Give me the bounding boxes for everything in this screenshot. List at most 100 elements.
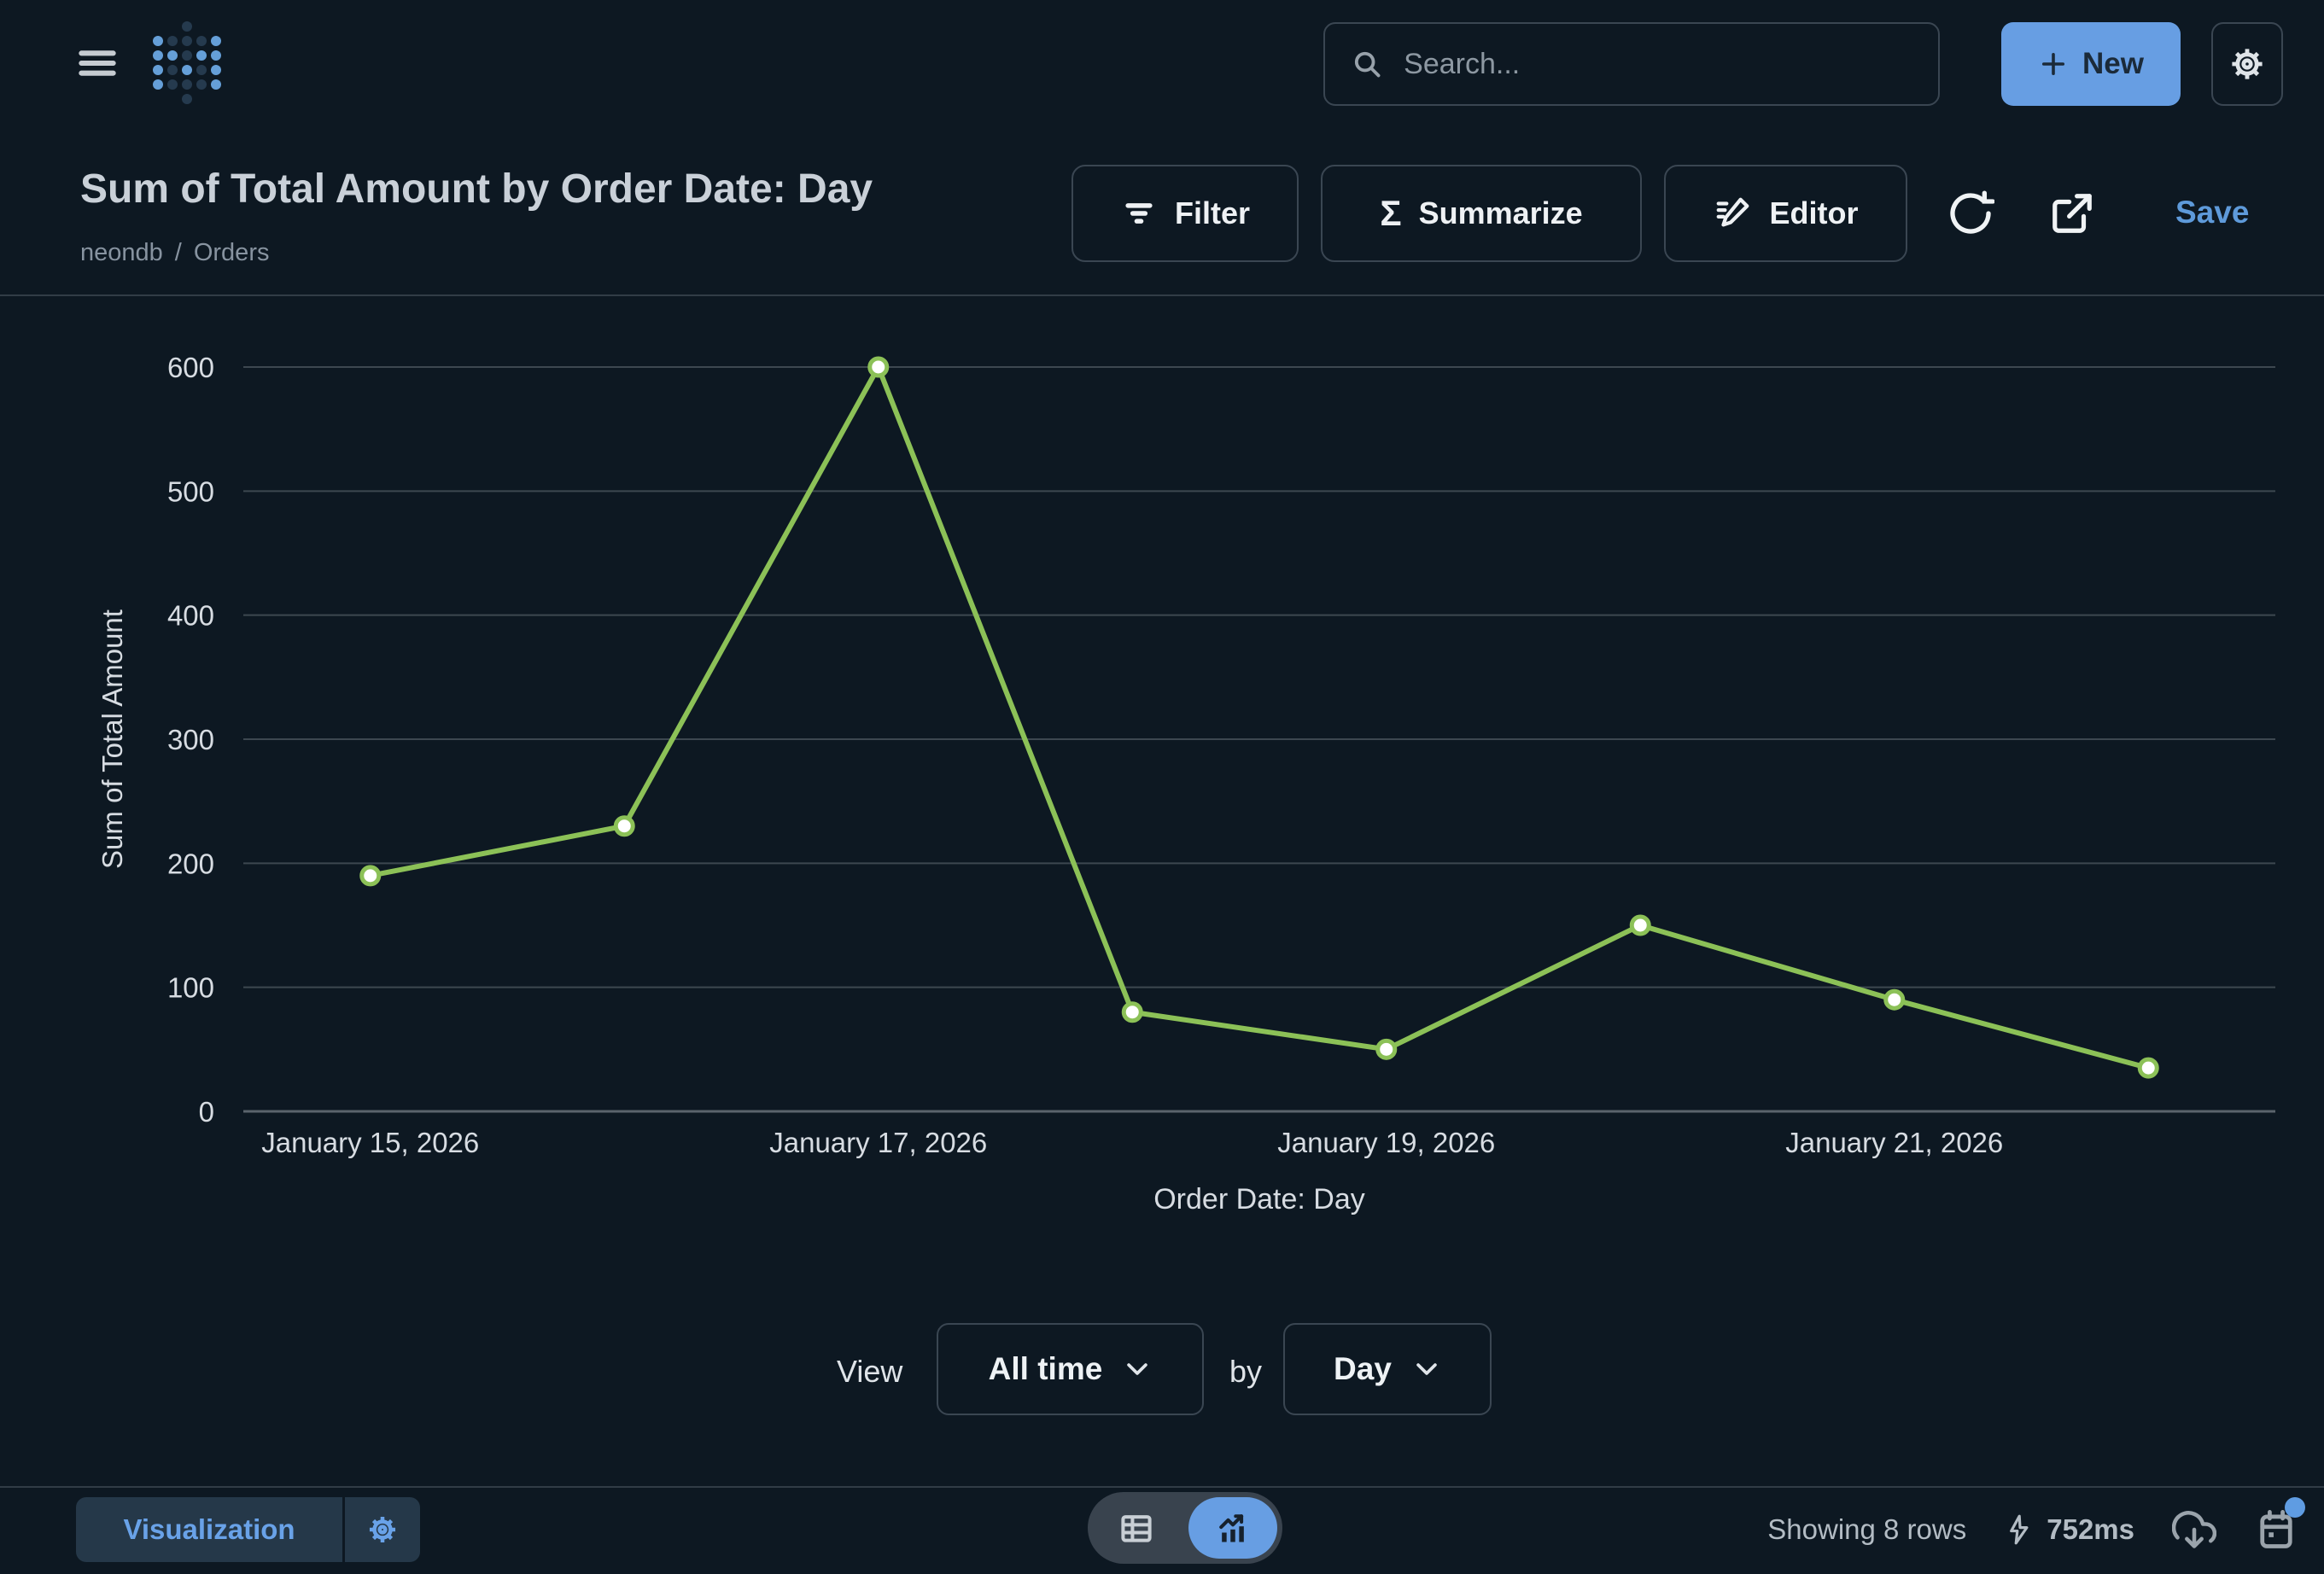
- table-view-toggle-button[interactable]: [1088, 1492, 1185, 1564]
- chart-icon: [1219, 1514, 1244, 1542]
- new-button-label: New: [2082, 47, 2144, 80]
- logo-dot: [210, 64, 221, 75]
- page-title[interactable]: Sum of Total Amount by Order Date: Day: [80, 166, 873, 212]
- summarize-button[interactable]: Σ Summarize: [1321, 165, 1642, 262]
- visualization-button-label: Visualization: [123, 1513, 295, 1545]
- x-tick-label: January 21, 2026: [1785, 1127, 2003, 1158]
- search-input[interactable]: [1402, 46, 1912, 82]
- chevron-down-icon: [1127, 1363, 1148, 1375]
- summarize-button-label: Summarize: [1418, 195, 1583, 230]
- editor-button-label: Editor: [1769, 195, 1859, 230]
- data-point[interactable]: [613, 815, 635, 837]
- x-tick-label: January 15, 2026: [261, 1127, 479, 1158]
- refresh-button[interactable]: [1947, 189, 1994, 237]
- logo-dot: [167, 21, 178, 32]
- y-tick-label: 600: [167, 352, 214, 383]
- logo-dot: [181, 79, 192, 90]
- share-button[interactable]: [2049, 189, 2097, 237]
- chevron-down-icon: [1416, 1363, 1437, 1375]
- breadcrumb-separator: /: [174, 239, 182, 266]
- date-range-dropdown[interactable]: All time: [937, 1323, 1204, 1415]
- granularity-dropdown[interactable]: Day: [1283, 1323, 1492, 1415]
- cloud-download-icon: [2172, 1511, 2216, 1548]
- logo-dot: [210, 50, 221, 61]
- breadcrumb-table[interactable]: Orders: [193, 239, 270, 266]
- chart-view-toggle-button[interactable]: [1188, 1497, 1277, 1559]
- query-time-text: 752ms: [2047, 1513, 2134, 1545]
- y-tick-label: 500: [167, 475, 214, 507]
- metabase-logo[interactable]: [150, 19, 223, 106]
- data-point[interactable]: [1883, 988, 1906, 1011]
- new-button[interactable]: New: [2001, 22, 2181, 106]
- logo-dot: [181, 93, 192, 104]
- logo-dot: [196, 64, 207, 75]
- data-point[interactable]: [1121, 1001, 1143, 1023]
- logo-dot: [210, 79, 221, 90]
- y-axis-title: Sum of Total Amount: [96, 609, 128, 869]
- data-point[interactable]: [1375, 1038, 1398, 1060]
- visualization-control: Visualization: [76, 1497, 420, 1562]
- logo-dot: [167, 94, 178, 104]
- visualization-settings-button[interactable]: [345, 1497, 420, 1562]
- logo-dot: [152, 64, 163, 75]
- breadcrumb: neondb / Orders: [80, 239, 269, 267]
- y-tick-label: 0: [199, 1096, 214, 1128]
- data-point[interactable]: [867, 356, 890, 378]
- footer-divider: [0, 1486, 2324, 1488]
- settings-button[interactable]: [2211, 22, 2283, 106]
- y-tick-label: 200: [167, 848, 214, 879]
- sigma-icon: Σ: [1380, 193, 1402, 233]
- logo-dot: [153, 21, 163, 32]
- view-label: View: [837, 1354, 903, 1389]
- x-tick-label: January 19, 2026: [1277, 1127, 1495, 1158]
- logo-dot: [166, 79, 178, 90]
- notebook-pencil-icon: [1716, 197, 1749, 227]
- logo-dot: [166, 64, 178, 75]
- refresh-icon: [1950, 190, 1994, 234]
- footer-status-area: Showing 8 rows 752ms: [1767, 1497, 2305, 1562]
- breadcrumb-database[interactable]: neondb: [80, 239, 163, 266]
- data-point[interactable]: [1629, 914, 1651, 936]
- table-chart-toggle: [1088, 1492, 1282, 1564]
- logo-dot: [152, 35, 163, 46]
- table-icon: [1121, 1515, 1152, 1542]
- search-bar[interactable]: [1323, 22, 1940, 106]
- logo-dot: [152, 79, 163, 90]
- logo-dot: [181, 35, 192, 46]
- visualization-button[interactable]: Visualization: [76, 1497, 342, 1562]
- filter-icon: [1125, 203, 1153, 224]
- logo-dot: [196, 94, 207, 104]
- subscriptions-button[interactable]: [2254, 1497, 2305, 1552]
- date-range-value: All time: [988, 1351, 1103, 1386]
- calendar-icon: [2260, 1510, 2292, 1548]
- download-results-button[interactable]: [2172, 1507, 2216, 1552]
- logo-dot: [196, 21, 207, 32]
- notification-badge: [2285, 1497, 2305, 1518]
- granularity-value: Day: [1334, 1351, 1392, 1386]
- hamburger-menu-button[interactable]: [73, 39, 121, 87]
- logo-dot: [196, 50, 207, 61]
- logo-dot: [196, 79, 207, 90]
- filter-button[interactable]: Filter: [1071, 165, 1299, 262]
- y-tick-label: 100: [167, 972, 214, 1004]
- search-icon: [1354, 51, 1381, 78]
- data-point[interactable]: [359, 865, 382, 887]
- row-count-text: Showing 8 rows: [1767, 1513, 1967, 1545]
- save-button[interactable]: Save: [2175, 195, 2250, 230]
- x-tick-label: January 17, 2026: [769, 1127, 987, 1158]
- logo-dot: [152, 50, 163, 61]
- logo-dot: [181, 20, 192, 32]
- editor-button[interactable]: Editor: [1664, 165, 1907, 262]
- gear-icon: [369, 1516, 396, 1543]
- logo-dot: [153, 94, 163, 104]
- y-tick-label: 300: [167, 724, 214, 755]
- logo-dot: [166, 35, 178, 46]
- lightning-icon: [2010, 1514, 2029, 1545]
- data-point[interactable]: [2137, 1057, 2159, 1079]
- visualization-separator: [342, 1497, 345, 1562]
- gear-icon: [2232, 49, 2263, 79]
- y-tick-label: 400: [167, 600, 214, 632]
- filter-button-label: Filter: [1174, 195, 1250, 230]
- logo-dot: [211, 94, 221, 104]
